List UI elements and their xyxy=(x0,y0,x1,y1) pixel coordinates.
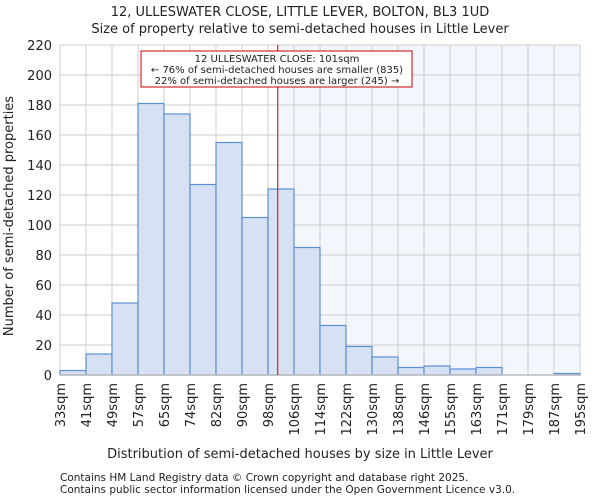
x-tick-label: 155sqm xyxy=(444,383,459,436)
y-tick-label: 100 xyxy=(27,219,52,234)
x-tick-label: 41sqm xyxy=(80,383,95,427)
y-tick-label: 0 xyxy=(44,369,52,384)
x-tick-label: 195sqm xyxy=(574,383,589,436)
x-tick-label: 49sqm xyxy=(106,383,121,427)
bar xyxy=(111,302,139,376)
bar xyxy=(319,324,347,376)
x-tick-label: 114sqm xyxy=(314,383,329,436)
y-tick-label: 200 xyxy=(27,69,52,84)
x-tick-label: 179sqm xyxy=(522,383,537,436)
bar xyxy=(293,246,321,376)
annotation-line: 22% of semi-detached houses are larger (… xyxy=(155,76,400,87)
bar xyxy=(449,368,477,376)
bar xyxy=(423,365,451,376)
annotation-line: ← 76% of semi-detached houses are smalle… xyxy=(151,65,403,76)
x-tick-label: 138sqm xyxy=(392,383,407,436)
bar xyxy=(137,102,165,376)
x-tick-label: 146sqm xyxy=(418,383,433,436)
x-tick-label: 90sqm xyxy=(236,383,251,427)
y-tick-label: 80 xyxy=(35,249,52,264)
x-tick-label: 106sqm xyxy=(288,383,303,436)
chart-title: 12, ULLESWATER CLOSE, LITTLE LEVER, BOLT… xyxy=(111,5,490,20)
x-tick-label: 130sqm xyxy=(366,383,381,436)
x-tick-label: 187sqm xyxy=(548,383,563,436)
x-tick-label: 33sqm xyxy=(54,383,69,427)
y-tick-label: 20 xyxy=(35,339,52,354)
y-tick-label: 180 xyxy=(27,99,52,114)
y-tick-label: 40 xyxy=(35,309,52,324)
y-tick-label: 120 xyxy=(27,189,52,204)
x-tick-label: 82sqm xyxy=(210,383,225,427)
x-tick-label: 57sqm xyxy=(132,383,147,427)
y-tick-label: 60 xyxy=(35,279,52,294)
bar xyxy=(163,113,191,376)
bar xyxy=(215,141,243,376)
x-tick-label: 65sqm xyxy=(158,383,173,427)
y-axis-label: Number of semi-detached properties xyxy=(2,96,17,336)
x-tick-label: 163sqm xyxy=(470,383,485,436)
y-tick-label: 220 xyxy=(27,39,52,54)
bar xyxy=(189,183,217,376)
highlight-region xyxy=(277,45,580,375)
x-axis-label: Distribution of semi-detached houses by … xyxy=(107,447,493,462)
bar xyxy=(475,366,503,376)
bar xyxy=(241,216,269,376)
y-tick-label: 140 xyxy=(27,159,52,174)
bar xyxy=(371,356,399,376)
y-tick-label: 160 xyxy=(27,129,52,144)
footer-line-1: Contains HM Land Registry data © Crown c… xyxy=(60,472,468,484)
x-tick-label: 74sqm xyxy=(184,383,199,427)
annotation-line: 12 ULLESWATER CLOSE: 101sqm xyxy=(195,54,360,65)
bar xyxy=(85,353,113,376)
bar xyxy=(345,345,373,376)
footer-line-2: Contains public sector information licen… xyxy=(60,484,515,496)
x-tick-label: 98sqm xyxy=(262,383,277,427)
bar xyxy=(267,188,295,376)
annotation-box xyxy=(140,50,413,88)
bar xyxy=(397,366,425,376)
x-tick-label: 171sqm xyxy=(496,383,511,436)
chart-subtitle: Size of property relative to semi-detach… xyxy=(91,22,509,37)
x-tick-label: 122sqm xyxy=(340,383,355,436)
